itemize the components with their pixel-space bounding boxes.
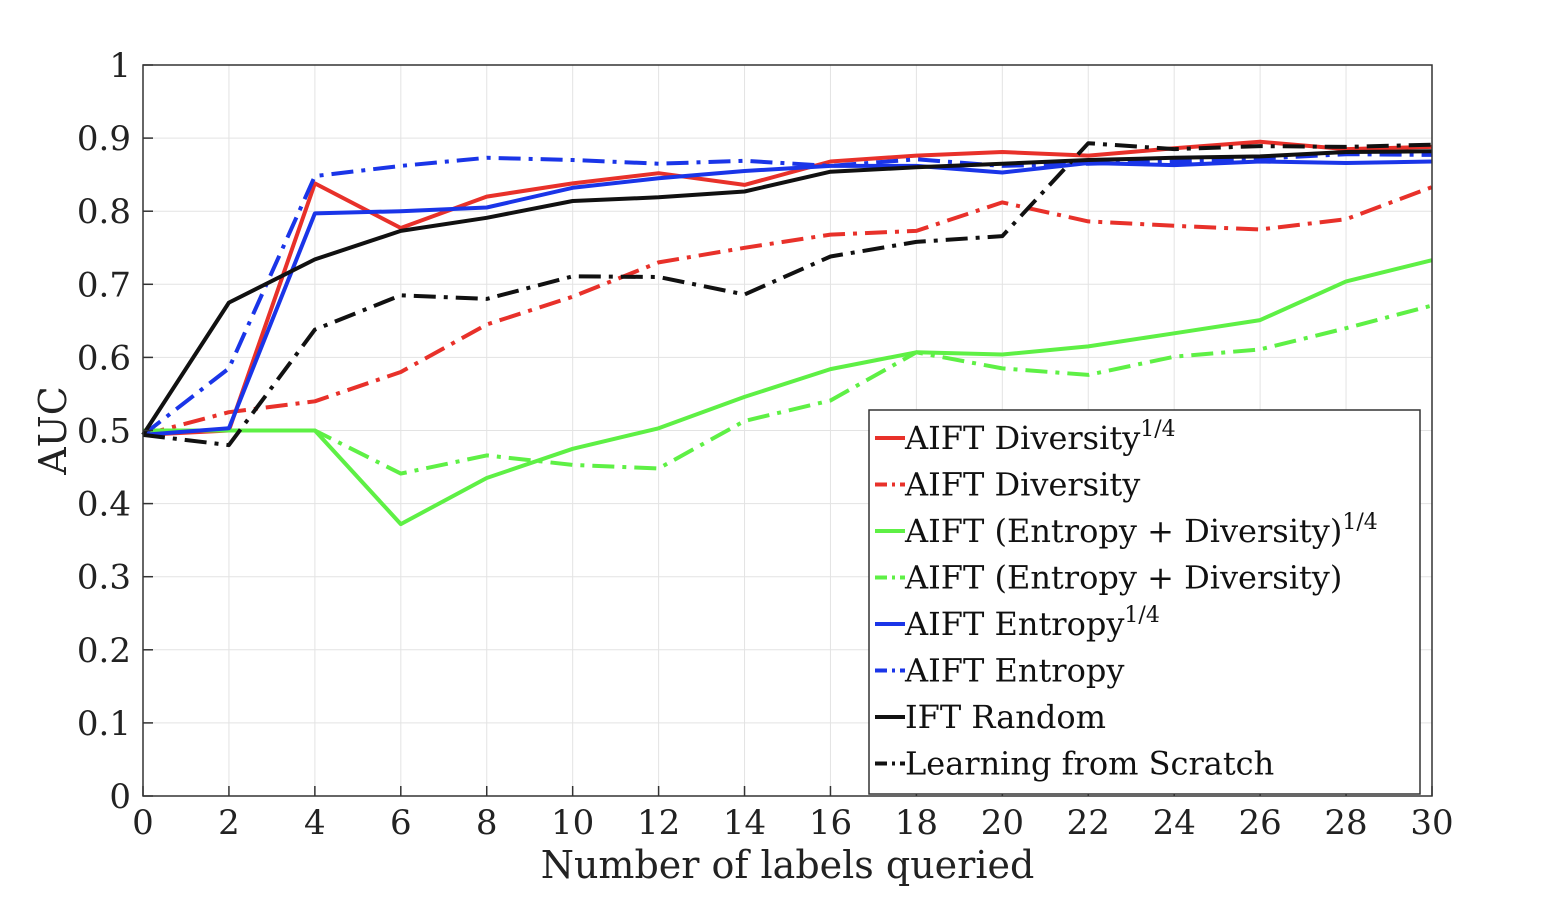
y-tick-label: 0.3 <box>77 558 131 598</box>
x-tick-label: 28 <box>1324 803 1367 843</box>
x-tick-label: 14 <box>723 803 766 843</box>
x-axis-title: Number of labels queried <box>541 843 1035 887</box>
legend-entry-label: AIFT (Entropy + Diversity)1/4 <box>904 510 1378 550</box>
x-tick-label: 12 <box>637 803 680 843</box>
x-tick-labels: 0 2 4 6 8 10 12 14 16 18 20 22 24 26 28 30 <box>132 803 1453 843</box>
legend-entry-label: AIFT Entropy <box>904 652 1124 690</box>
y-tick-label: 0 <box>109 777 131 817</box>
series-line-4 <box>142 159 1433 437</box>
y-tick-label: 0.9 <box>77 119 131 159</box>
series-line-7 <box>142 141 1433 448</box>
series-line-2 <box>143 258 1433 527</box>
legend-entry-label: AIFT Entropy1/4 <box>904 603 1160 643</box>
series-line-6 <box>141 149 1433 436</box>
x-tick-label: 20 <box>981 803 1024 843</box>
legend-entry-label: IFT Random <box>905 698 1106 736</box>
x-tick-label: 2 <box>218 803 240 843</box>
x-tick-label: 30 <box>1410 803 1453 843</box>
legend-box <box>868 409 1421 795</box>
series-lines <box>141 139 1433 527</box>
y-tick-label: 0.2 <box>77 631 131 671</box>
series-line-3 <box>143 303 1433 476</box>
series-line-0 <box>142 139 1433 437</box>
legend: AIFT Diversity1/4 AIFT Diversity AIFT (Ent… <box>868 409 1421 795</box>
y-tick-label: 0.8 <box>77 192 131 232</box>
x-tick-label: 18 <box>895 803 938 843</box>
y-tick-label: 0.5 <box>77 412 131 452</box>
legend-entry-label: AIFT Diversity <box>904 466 1140 504</box>
x-tick-label: 24 <box>1153 803 1196 843</box>
legend-entry-label: AIFT Diversity1/4 <box>904 417 1176 457</box>
series-line-1 <box>142 185 1433 437</box>
y-tick-label: 0.7 <box>77 265 131 305</box>
legend-entry-label: Learning from Scratch <box>905 745 1274 783</box>
y-axis-title: AUC <box>31 386 75 476</box>
x-tick-label: 4 <box>304 803 326 843</box>
x-tick-label: 22 <box>1067 803 1110 843</box>
x-tick-label: 16 <box>809 803 852 843</box>
series-line-5 <box>141 152 1433 437</box>
y-tick-labels: 0 0.1 0.2 0.3 0.4 0.5 0.6 0.7 0.8 0.9 1 <box>77 46 131 817</box>
y-tick-label: 0.4 <box>77 485 131 525</box>
x-tick-label: 8 <box>476 803 498 843</box>
legend-entry-label: AIFT (Entropy + Diversity) <box>904 559 1342 597</box>
x-tick-label: 10 <box>551 803 594 843</box>
y-tick-label: 0.1 <box>77 704 131 744</box>
x-tick-label: 0 <box>132 803 154 843</box>
y-tick-label: 1 <box>109 46 131 86</box>
x-tick-label: 6 <box>390 803 412 843</box>
y-tick-label: 0.6 <box>77 338 131 378</box>
x-tick-label: 26 <box>1239 803 1282 843</box>
